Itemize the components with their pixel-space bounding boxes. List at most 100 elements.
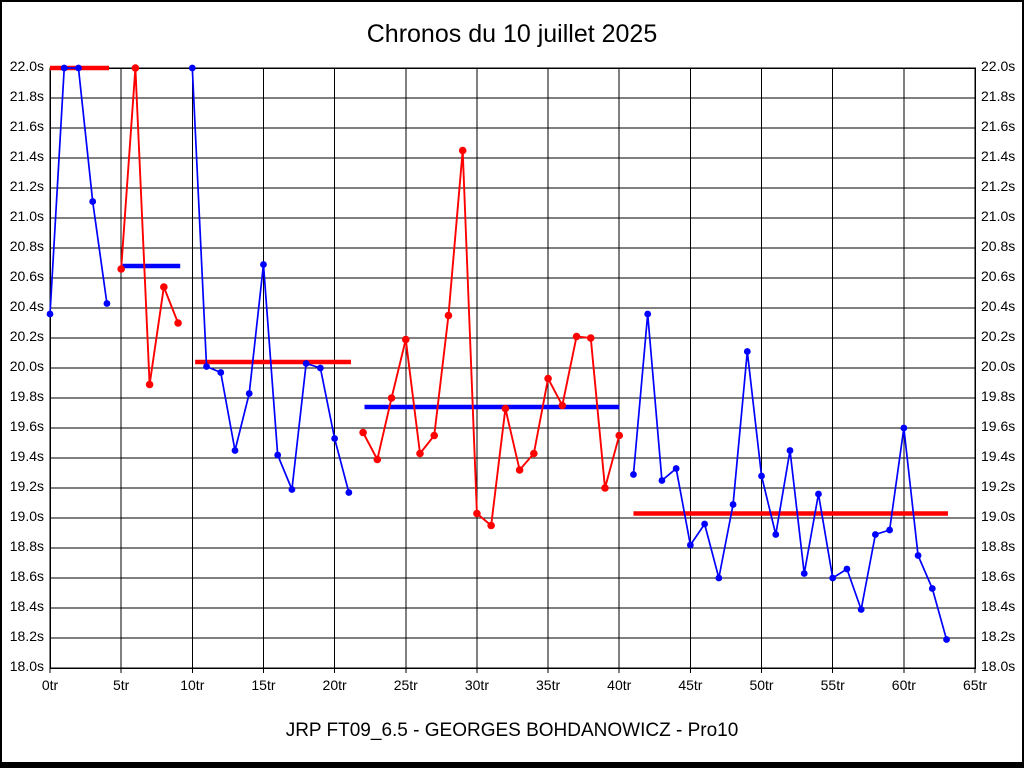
lap-time-point	[331, 435, 339, 442]
stint-3-laps-line	[191, 67, 350, 493]
y-axis-tick-label-right: 20.4s	[981, 298, 1016, 314]
y-axis-tick-label-left: 20.4s	[9, 298, 44, 314]
lap-time-point	[558, 401, 567, 410]
y-axis-tick-label-right: 18.8s	[981, 538, 1016, 554]
y-axis-tick-label-right: 18.2s	[981, 628, 1016, 644]
lap-time-point	[458, 146, 467, 155]
lap-time-point	[75, 64, 82, 72]
lap-time-point	[843, 565, 851, 573]
lap-time-point	[572, 332, 581, 341]
lap-time-point	[829, 574, 837, 582]
lap-time-point	[815, 490, 822, 498]
lap-time-point	[487, 521, 495, 530]
stint-1-laps	[46, 64, 111, 318]
lap-time-point	[387, 394, 396, 402]
y-axis-tick-label-left: 21.0s	[9, 208, 44, 224]
y-axis-tick-label-right: 21.0s	[981, 208, 1016, 224]
plot-border	[49, 67, 976, 669]
y-axis-tick-label-left: 21.6s	[9, 118, 44, 134]
y-axis-tick-label-right: 21.6s	[981, 118, 1016, 134]
lap-time-point	[288, 486, 296, 493]
lap-time-point	[401, 335, 410, 344]
stint-1-laps-line	[49, 67, 108, 315]
lap-time-point	[686, 541, 694, 549]
y-axis-tick-label-left: 19.6s	[9, 418, 44, 434]
lap-time-point	[871, 531, 879, 538]
lap-time-point	[914, 552, 922, 559]
chart-footer: JRP FT09_6.5 - GEORGES BOHDANOWICZ - Pro…	[285, 720, 739, 741]
lap-time-point	[260, 261, 267, 268]
lap-time-point	[416, 449, 424, 458]
lap-time-point	[103, 300, 111, 307]
y-axis-tick-label-left: 20.8s	[9, 238, 44, 254]
lap-time-point	[729, 501, 737, 508]
stint-3-laps	[188, 64, 353, 496]
lap-time-point	[743, 348, 751, 355]
lap-time-point	[943, 636, 950, 643]
lap-time-point	[758, 472, 765, 480]
lap-time-point	[60, 64, 68, 72]
x-axis-tick-label: 0tr	[41, 677, 59, 693]
x-axis-tick-label: 45tr	[678, 677, 703, 693]
lap-time-point	[316, 364, 324, 372]
y-axis-tick-label-left: 19.0s	[9, 508, 44, 524]
y-axis-tick-label-right: 21.4s	[981, 148, 1016, 164]
y-axis-tick-label-left: 18.4s	[9, 598, 44, 614]
stint-5-laps	[630, 310, 950, 643]
y-axis-tick-label-right: 19.0s	[981, 508, 1016, 524]
x-axis-tick-label: 10tr	[180, 677, 205, 693]
lap-time-point	[302, 360, 310, 367]
lap-time-point	[644, 310, 652, 318]
lap-time-point	[89, 198, 97, 205]
y-axis-tick-label-right: 21.2s	[981, 178, 1016, 194]
lap-time-point	[217, 369, 225, 376]
lap-time-point	[131, 64, 140, 72]
lap-time-point	[359, 428, 367, 437]
lap-time-point	[857, 606, 865, 613]
lap-time-point	[274, 451, 282, 459]
lap-time-point	[658, 477, 666, 484]
grid-lines	[49, 67, 976, 673]
y-axis-tick-label-left: 20.2s	[9, 328, 44, 344]
lap-time-point	[672, 465, 680, 472]
y-axis-tick-label-right: 20.2s	[981, 328, 1016, 344]
lap-time-point	[430, 431, 439, 440]
y-axis-tick-label-right: 18.6s	[981, 568, 1016, 584]
y-axis-tick-label-left: 22.0s	[9, 58, 44, 74]
lap-time-point	[188, 64, 196, 72]
y-axis-tick-label-left: 18.2s	[9, 628, 44, 644]
y-axis-tick-label-right: 22.0s	[981, 58, 1016, 74]
lap-time-point	[630, 471, 637, 478]
lap-time-point	[501, 404, 510, 413]
lap-time-point	[473, 509, 481, 518]
stint-4-laps	[359, 146, 624, 530]
y-axis-tick-label-left: 18.8s	[9, 538, 44, 554]
lap-time-point	[601, 484, 609, 492]
y-axis-tick-label-right: 19.6s	[981, 418, 1016, 434]
lap-time-point	[245, 390, 253, 397]
stint-2-laps-line	[120, 67, 179, 385]
x-axis-tick-label: 40tr	[607, 677, 632, 693]
lap-time-point	[701, 520, 709, 528]
y-axis-tick-label-left: 20.0s	[9, 358, 44, 374]
y-axis-tick-label-right: 20.8s	[981, 238, 1016, 254]
lap-time-point	[515, 466, 524, 474]
y-axis-tick-label-left: 19.4s	[9, 448, 44, 464]
x-axis-tick-label: 60tr	[891, 677, 916, 693]
lap-time-point	[772, 531, 780, 538]
y-axis-tick-label-right: 21.8s	[981, 88, 1016, 104]
y-axis-tick-label-right: 20.6s	[981, 268, 1016, 284]
lap-time-point	[174, 319, 182, 327]
lap-time-point	[886, 526, 894, 534]
lap-time-point	[586, 334, 595, 342]
stint-5-laps-line	[632, 313, 948, 640]
lap-time-point	[373, 455, 382, 464]
lap-time-point	[345, 489, 353, 496]
y-axis-tick-label-left: 21.8s	[9, 88, 44, 104]
lap-time-point	[160, 283, 168, 291]
average-lines	[50, 65, 948, 516]
x-axis-tick-label: 55tr	[820, 677, 845, 693]
lap-time-point	[715, 574, 723, 582]
